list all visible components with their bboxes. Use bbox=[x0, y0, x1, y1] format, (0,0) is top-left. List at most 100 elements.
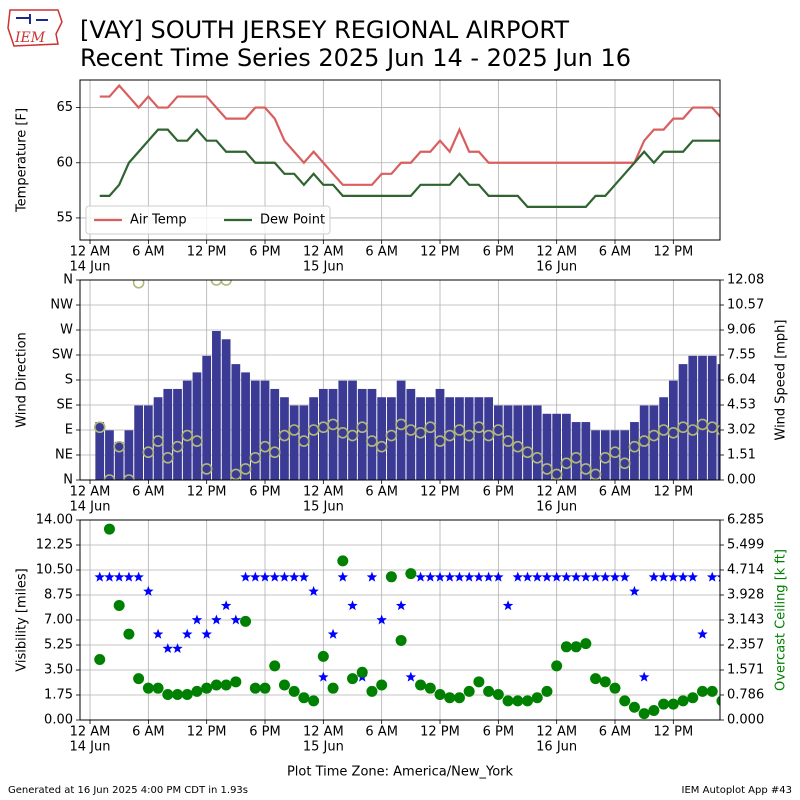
dot-marker bbox=[628, 701, 640, 713]
circle-marker bbox=[181, 429, 194, 442]
y-tick-label: NE bbox=[55, 448, 73, 463]
circle-marker bbox=[385, 429, 398, 442]
bar bbox=[532, 405, 542, 480]
bar bbox=[153, 397, 163, 480]
bar bbox=[513, 405, 523, 480]
x-tick-label: 6 PM bbox=[483, 725, 514, 740]
plot-area bbox=[94, 523, 720, 720]
dot-marker bbox=[317, 650, 329, 662]
bar bbox=[192, 372, 202, 480]
x-tick-label: 6 PM bbox=[483, 245, 514, 260]
bar bbox=[114, 441, 124, 480]
bar bbox=[435, 388, 445, 480]
dot-marker bbox=[424, 682, 436, 694]
star-marker bbox=[561, 571, 572, 582]
circle-marker bbox=[191, 435, 203, 447]
bar bbox=[571, 422, 581, 480]
dot-marker bbox=[580, 638, 592, 650]
bar bbox=[231, 364, 241, 480]
dot-marker bbox=[483, 685, 495, 697]
star-marker bbox=[143, 585, 154, 596]
footer-left: Generated at 16 Jun 2025 4:00 PM CDT in … bbox=[8, 785, 248, 796]
x-tick-label: 12 AM bbox=[303, 725, 344, 740]
circle-marker bbox=[268, 446, 281, 459]
y2-axis-label: Wind Speed [mph] bbox=[774, 320, 789, 441]
circle-marker bbox=[463, 429, 475, 442]
circle-marker bbox=[220, 280, 232, 286]
star-marker bbox=[104, 571, 115, 582]
y-tick-label: 7.00 bbox=[44, 613, 73, 628]
x-axis-label: Plot Time Zone: America/New_York bbox=[287, 765, 514, 780]
circle-marker bbox=[93, 421, 106, 434]
star-marker bbox=[668, 571, 679, 582]
dot-marker bbox=[113, 599, 125, 611]
dot-marker bbox=[609, 682, 621, 694]
star-marker bbox=[172, 643, 183, 654]
circle-marker bbox=[249, 451, 262, 464]
star-marker bbox=[483, 571, 494, 582]
dot-marker bbox=[551, 660, 563, 672]
dot-marker bbox=[103, 523, 115, 535]
bar bbox=[309, 397, 318, 480]
circle-marker bbox=[541, 463, 553, 475]
circle-marker bbox=[327, 418, 339, 431]
circle-marker bbox=[278, 429, 291, 442]
y2-tick-label: 5.499 bbox=[727, 538, 764, 553]
y2-tick-label: 2.357 bbox=[727, 637, 764, 652]
star-marker bbox=[279, 571, 290, 582]
bar bbox=[464, 397, 474, 480]
subtitle: Recent Time Series 2025 Jun 14 - 2025 Ju… bbox=[80, 44, 631, 72]
bar bbox=[620, 430, 630, 480]
y2-tick-label: 12.08 bbox=[727, 273, 764, 288]
x-date-label: 16 Jun bbox=[536, 740, 577, 755]
dot-marker bbox=[658, 698, 670, 710]
panel: 12 AM 6 AM 12 PM 6 PM 12 AM 6 AM 12 PM 6 PM 12 A… bbox=[15, 79, 721, 275]
star-marker bbox=[250, 571, 261, 582]
y2-tick-label: 3.928 bbox=[727, 588, 764, 603]
y-tick-label: 10.50 bbox=[36, 563, 73, 578]
bar bbox=[270, 388, 280, 480]
series-line bbox=[99, 83, 720, 186]
x-tick-label: 6 AM bbox=[365, 485, 398, 500]
circle-marker bbox=[628, 440, 641, 453]
y-tick-label: 3.50 bbox=[44, 663, 73, 678]
x-tick-label: 6 PM bbox=[249, 485, 280, 500]
star-marker bbox=[590, 571, 601, 582]
x-date-label: 15 Jun bbox=[303, 260, 344, 275]
dot-marker bbox=[366, 685, 378, 697]
dot-marker bbox=[308, 695, 320, 707]
dot-marker bbox=[541, 685, 553, 697]
bar bbox=[416, 397, 425, 480]
panel: 12 AM 6 AM 12 PM 6 PM 12 AM 6 AM 12 PM 6 PM 12 A… bbox=[15, 513, 789, 780]
star-marker bbox=[240, 571, 251, 582]
star-marker bbox=[648, 571, 660, 582]
star-marker bbox=[619, 571, 630, 582]
circle-marker bbox=[580, 463, 592, 475]
circle-marker bbox=[473, 421, 485, 434]
dot-marker bbox=[706, 685, 718, 697]
circle-marker bbox=[511, 440, 524, 453]
circle-marker bbox=[346, 429, 359, 442]
y2-tick-label: 0.000 bbox=[727, 713, 764, 728]
bar bbox=[387, 397, 396, 480]
star-marker bbox=[191, 614, 203, 625]
x-tick-label: 12 AM bbox=[70, 725, 111, 740]
dot-marker bbox=[405, 568, 417, 580]
y-tick-label: 8.75 bbox=[44, 588, 73, 603]
circle-marker bbox=[618, 457, 631, 470]
series-line bbox=[99, 127, 720, 208]
circle-marker bbox=[356, 421, 369, 434]
y2-tick-label: 0.786 bbox=[727, 687, 764, 702]
circle-marker bbox=[123, 474, 135, 480]
star-marker bbox=[337, 571, 349, 582]
star-marker bbox=[716, 575, 720, 582]
frame bbox=[79, 279, 721, 481]
circle-marker bbox=[502, 435, 514, 447]
circle-marker bbox=[298, 435, 310, 447]
x-tick-label: 12 AM bbox=[536, 725, 577, 740]
x-tick-label: 6 AM bbox=[599, 485, 632, 500]
y2-tick-label: 4.53 bbox=[727, 398, 756, 413]
x-tick-label: 6 PM bbox=[249, 725, 280, 740]
star-marker bbox=[532, 571, 543, 582]
bar bbox=[328, 388, 338, 480]
